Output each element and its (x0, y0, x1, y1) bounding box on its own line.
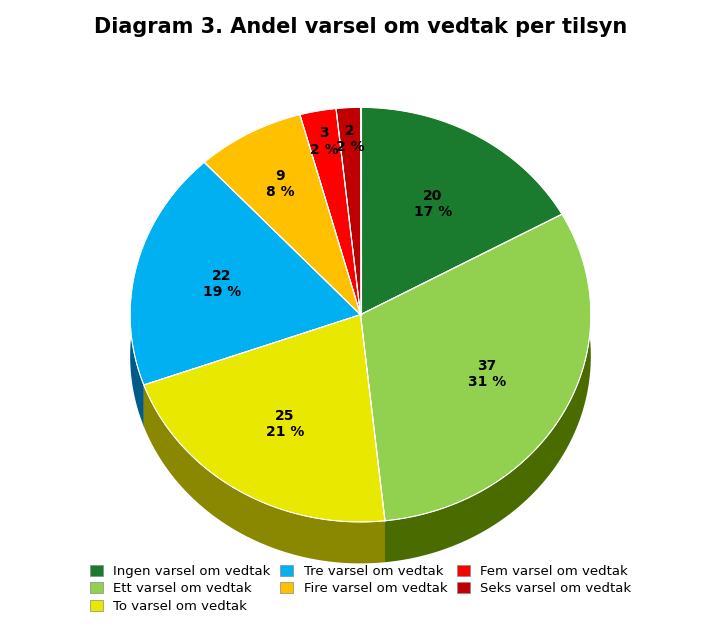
Polygon shape (360, 108, 562, 315)
Polygon shape (385, 214, 590, 562)
Polygon shape (360, 108, 562, 256)
Polygon shape (204, 162, 360, 356)
Polygon shape (143, 385, 385, 563)
Polygon shape (204, 162, 360, 356)
Polygon shape (300, 108, 336, 156)
Polygon shape (336, 108, 360, 150)
Polygon shape (336, 108, 360, 356)
Text: 37
31 %: 37 31 % (468, 359, 506, 389)
Polygon shape (143, 315, 360, 427)
Text: 3
2 %: 3 2 % (310, 127, 339, 156)
Polygon shape (336, 108, 360, 315)
Polygon shape (360, 315, 385, 562)
Title: Diagram 3. Andel varsel om vedtak per tilsyn: Diagram 3. Andel varsel om vedtak per ti… (94, 17, 627, 37)
Polygon shape (360, 315, 385, 562)
Text: 25
21 %: 25 21 % (265, 408, 304, 439)
Polygon shape (300, 115, 360, 356)
Polygon shape (204, 115, 300, 204)
Polygon shape (360, 214, 562, 356)
Polygon shape (143, 315, 360, 427)
Legend: Ingen varsel om vedtak, Ett varsel om vedtak, To varsel om vedtak, Tre varsel om: Ingen varsel om vedtak, Ett varsel om ve… (86, 561, 635, 617)
Text: 22
19 %: 22 19 % (203, 269, 241, 299)
Polygon shape (131, 162, 360, 385)
Polygon shape (360, 214, 590, 521)
Polygon shape (360, 214, 562, 356)
Text: 2
2 %: 2 2 % (336, 123, 364, 154)
Polygon shape (204, 115, 360, 315)
Polygon shape (131, 162, 204, 427)
Polygon shape (143, 315, 385, 522)
Polygon shape (300, 115, 360, 356)
Text: 20
17 %: 20 17 % (414, 189, 452, 219)
Polygon shape (336, 108, 360, 356)
Polygon shape (300, 108, 360, 315)
Text: 9
8 %: 9 8 % (266, 169, 294, 199)
